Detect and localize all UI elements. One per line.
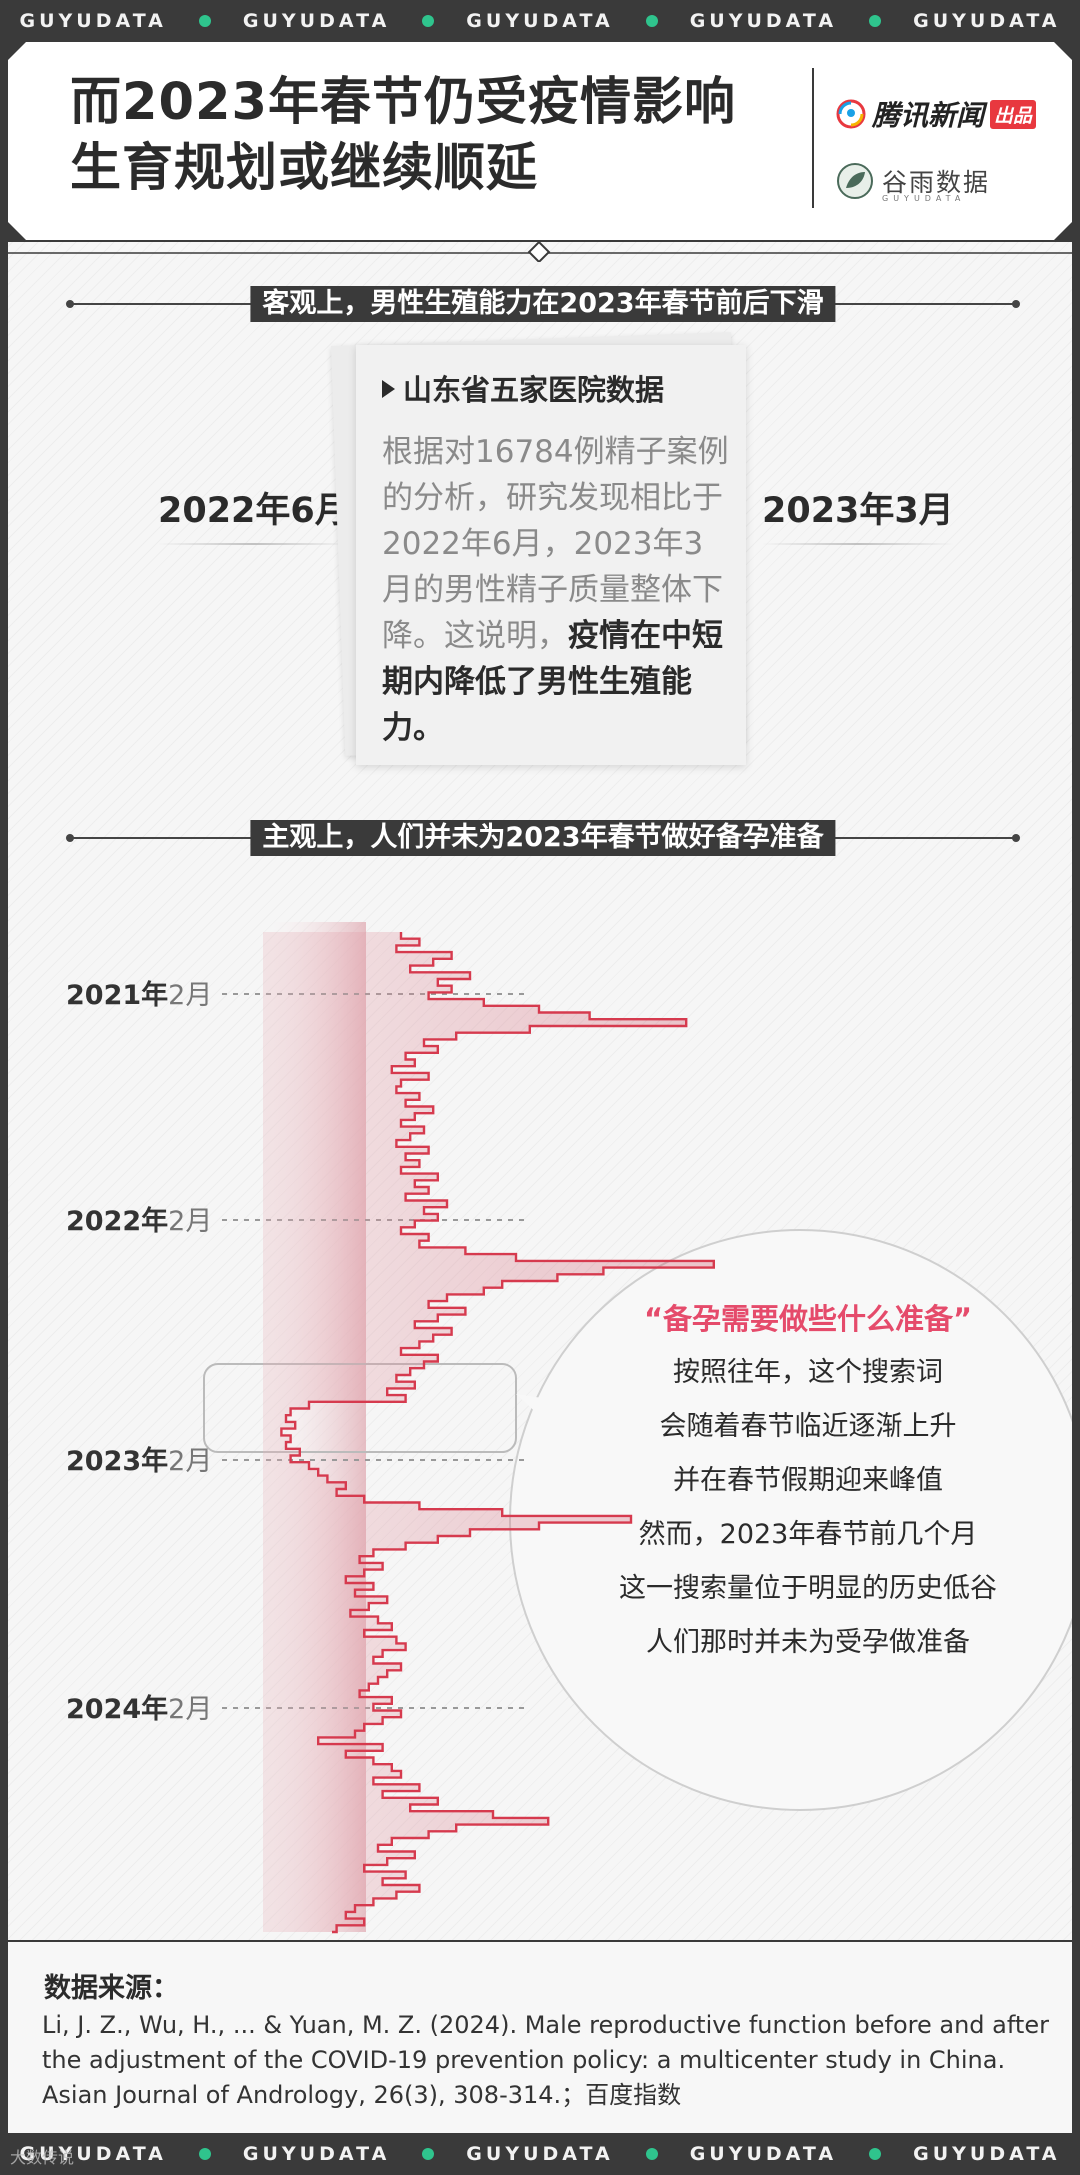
tick-label: 2021年2月 (66, 979, 212, 1011)
page-title: 而2023年春节仍受疫情影响 生育规划或继续顺延 (70, 70, 736, 202)
series-area-fill (263, 932, 714, 1932)
band-word: GUYUDATA (19, 2143, 211, 2165)
band-dot-icon (422, 15, 435, 27)
card-body-bold: 疫情在中短期内降低了男性生殖能力。 (382, 618, 723, 746)
bottom-band: GUYUDATA GUYUDATA GUYUDATA GUYUDATA GUYUDATA (0, 2133, 1080, 2175)
series-line (280, 932, 715, 1934)
play-triangle-icon (382, 380, 395, 398)
left-date: 2022年6月 (158, 482, 350, 545)
band-word: GUYUDATA (466, 2143, 658, 2165)
band-dot-icon (645, 2148, 658, 2160)
tencent-news-icon (836, 99, 866, 129)
chart-ticks: 2021年2月 2022年2月 2023年2月 2024年2月 (66, 979, 528, 1725)
logo2-name: 谷雨数据 (882, 168, 991, 197)
bubble-pointer (516, 1394, 568, 1442)
header-divider (812, 68, 814, 208)
card-body-plain: 根据对16784例精子案例的分析，研究发现相比于2022年6月，2023年3月的… (382, 434, 729, 654)
band-word: GUYUDATA (913, 10, 1061, 32)
bubble-text: “备孕需要做些什么准备” 按照往年，这个搜索词 会随着春节临近逐渐上升 并在春节… (528, 1292, 1072, 1670)
corner-mark (1054, 222, 1072, 240)
band-dot-icon (198, 2148, 211, 2160)
band-dot-icon (869, 2148, 882, 2160)
source-title: 数据来源： (44, 1973, 179, 2004)
band-word: GUYUDATA (243, 10, 435, 32)
logo1-name: 腾讯新闻 (872, 99, 985, 132)
card-title: 山东省五家医院数据 (382, 367, 664, 409)
right-date: 2023年3月 (762, 482, 954, 545)
corner-mark (1054, 42, 1072, 60)
bubble-line: 按照往年，这个搜索词 (673, 1357, 943, 1388)
source-section: 数据来源： Li, J. Z., Wu, H., ... & Yuan, M. … (8, 1940, 1072, 2133)
bubble-line: 人们那时并未为受孕做准备 (646, 1627, 970, 1658)
title-line-1: 而2023年春节仍受疫情影响 (70, 73, 736, 132)
corner-mark (8, 42, 26, 60)
guyu-leaf-icon (837, 163, 873, 199)
section2-heading: 主观上，人们并未为2023年春节做好备孕准备 (66, 820, 1020, 856)
band-dot-icon (422, 2148, 435, 2160)
band-word: GUYUDATA (690, 2143, 882, 2165)
source-text: Li, J. Z., Wu, H., ... & Yuan, M. Z. (20… (42, 2011, 1049, 2109)
band-word: GUYUDATA (243, 2143, 435, 2165)
watermark: 大数传说 (10, 2148, 75, 2167)
band-dot-icon (645, 15, 658, 27)
top-band: GUYUDATA GUYUDATA GUYUDATA GUYUDATA GUYUDATA (0, 0, 1080, 42)
tick-label: 2024年2月 (66, 1693, 212, 1725)
tick-label: 2023年2月 (66, 1445, 212, 1477)
bubble-headline: “备孕需要做些什么准备” (643, 1302, 973, 1336)
section1-label: 客观上，男性生殖能力在2023年春节前后下滑 (250, 286, 836, 322)
tick-label: 2022年2月 (66, 1205, 212, 1237)
logo2-sub: GUYUDATA (882, 194, 966, 203)
header-diamond-divider (8, 242, 1072, 262)
band-dot-icon (198, 15, 211, 27)
bubble-line: 会随着春节临近逐渐上升 (659, 1411, 957, 1442)
bubble-line: 然而，2023年春节前几个月 (638, 1519, 978, 1550)
band-word: GUYUDATA (19, 10, 211, 32)
hospital-data-card: 山东省五家医院数据 根据对16784例精子案例的分析，研究发现相比于2022年6… (356, 345, 746, 765)
band-word: GUYUDATA (913, 2143, 1061, 2165)
band-dot-icon (869, 15, 882, 27)
search-index-chart: 2021年2月 2022年2月 2023年2月 2024年2月 (66, 922, 1072, 1934)
tencent-news-logo: 腾讯新闻 出品 (836, 94, 1037, 134)
bubble-line: 并在春节假期迎来峰值 (673, 1465, 943, 1496)
card-title-text: 山东省五家医院数据 (403, 373, 665, 407)
guyu-data-logo: 谷雨数据 GUYUDATA (836, 162, 991, 203)
infographic-page: 而2023年春节仍受疫情影响 生育规划或继续顺延 腾讯新闻 出品 谷雨数据 GU… (8, 42, 1072, 2133)
section2-label: 主观上，人们并未为2023年春节做好备孕准备 (250, 820, 836, 856)
section1-heading: 客观上，男性生殖能力在2023年春节前后下滑 (66, 286, 1020, 322)
band-word: GUYUDATA (466, 10, 658, 32)
title-line-2: 生育规划或继续顺延 (70, 139, 539, 198)
band-word: GUYUDATA (690, 10, 882, 32)
logo1-tag: 出品 (990, 99, 1037, 129)
header: 而2023年春节仍受疫情影响 生育规划或继续顺延 腾讯新闻 出品 谷雨数据 GU… (8, 42, 1072, 242)
corner-mark (8, 222, 26, 240)
card-body: 根据对16784例精子案例的分析，研究发现相比于2022年6月，2023年3月的… (382, 429, 732, 751)
bubble-line: 这一搜索量位于明显的历史低谷 (619, 1573, 997, 1604)
